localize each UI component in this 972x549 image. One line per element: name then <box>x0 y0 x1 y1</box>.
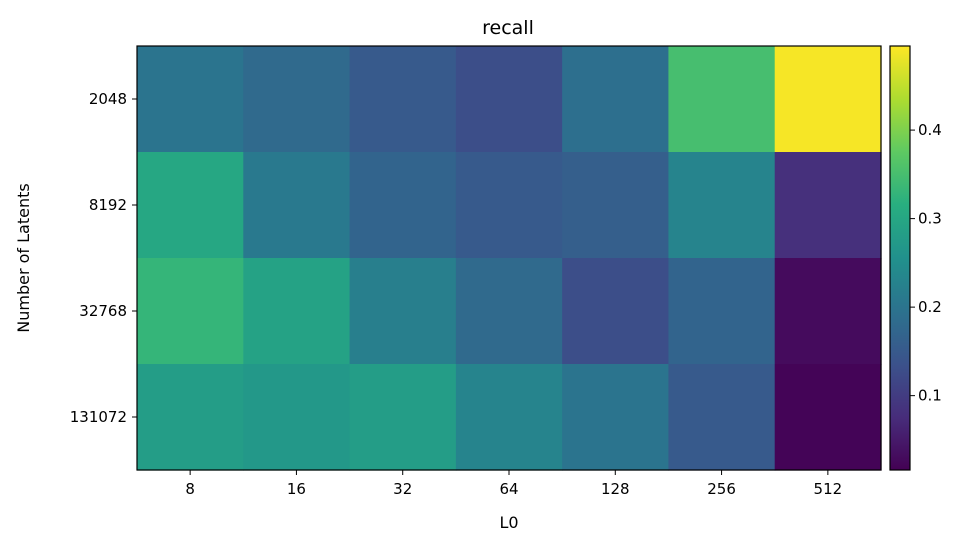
heatmap-cell-r3-c0 <box>137 364 244 471</box>
colorbar-tick-label: 0.4 <box>918 121 942 139</box>
heatmap-cell-r2-c0 <box>137 258 244 365</box>
x-tick-label: 512 <box>814 480 843 498</box>
heatmap-cells <box>137 46 882 471</box>
colorbar-ticks: 0.1 0.2 0.3 0.4 <box>910 121 942 405</box>
heatmap-cell-r3-c5 <box>668 364 776 471</box>
y-tick-label: 2048 <box>89 90 127 108</box>
y-axis-ticks: 2048 8192 32768 131072 <box>70 90 137 426</box>
x-tick-label: 64 <box>499 480 518 498</box>
colorbar-tick-label: 0.3 <box>918 210 942 228</box>
heatmap-cell-r1-c0 <box>137 152 244 259</box>
heatmap-cell-r2-c3 <box>455 258 563 365</box>
heatmap-cell-r3-c1 <box>243 364 351 471</box>
x-tick-label: 8 <box>185 480 195 498</box>
heatmap-cell-r3-c6 <box>774 364 882 471</box>
heatmap-cell-r0-c5 <box>668 46 776 153</box>
heatmap-cell-r0-c3 <box>455 46 563 153</box>
heatmap-cell-r0-c6 <box>774 46 882 153</box>
y-axis-label: Number of Latents <box>14 183 33 332</box>
colorbar-tick-label: 0.2 <box>918 298 942 316</box>
colorbar <box>889 45 911 471</box>
x-axis-ticks: 8 16 32 64 128 256 512 <box>185 470 842 498</box>
heatmap-cell-r3-c3 <box>455 364 563 471</box>
heatmap-cell-r0-c4 <box>562 46 670 153</box>
x-axis-label: L0 <box>499 513 518 532</box>
x-tick-label: 32 <box>393 480 412 498</box>
heatmap-cell-r2-c4 <box>562 258 670 365</box>
heatmap-cell-r0-c0 <box>137 46 244 153</box>
heatmap-cell-r0-c2 <box>349 46 457 153</box>
heatmap-cell-r1-c3 <box>455 152 563 259</box>
x-tick-label: 256 <box>707 480 736 498</box>
heatmap-cell-r1-c4 <box>562 152 670 259</box>
y-tick-label: 8192 <box>89 196 127 214</box>
x-tick-label: 128 <box>601 480 630 498</box>
heatmap-cell-r1-c5 <box>668 152 776 259</box>
heatmap-cell-r1-c1 <box>243 152 351 259</box>
heatmap-cell-r1-c2 <box>349 152 457 259</box>
heatmap-cell-r1-c6 <box>774 152 882 259</box>
heatmap-cell-r2-c5 <box>668 258 776 365</box>
chart-title: recall <box>482 17 534 39</box>
heatmap-cell-r2-c2 <box>349 258 457 365</box>
x-tick-label: 16 <box>287 480 306 498</box>
y-tick-label: 131072 <box>70 408 127 426</box>
y-tick-label: 32768 <box>79 302 127 320</box>
heatmap-cell-r2-c1 <box>243 258 351 365</box>
colorbar-tick-label: 0.1 <box>918 387 942 405</box>
heatmap-cell-r0-c1 <box>243 46 351 153</box>
heatmap-cell-r2-c6 <box>774 258 882 365</box>
heatmap-cell-r3-c4 <box>562 364 670 471</box>
heatmap-cell-r3-c2 <box>349 364 457 471</box>
